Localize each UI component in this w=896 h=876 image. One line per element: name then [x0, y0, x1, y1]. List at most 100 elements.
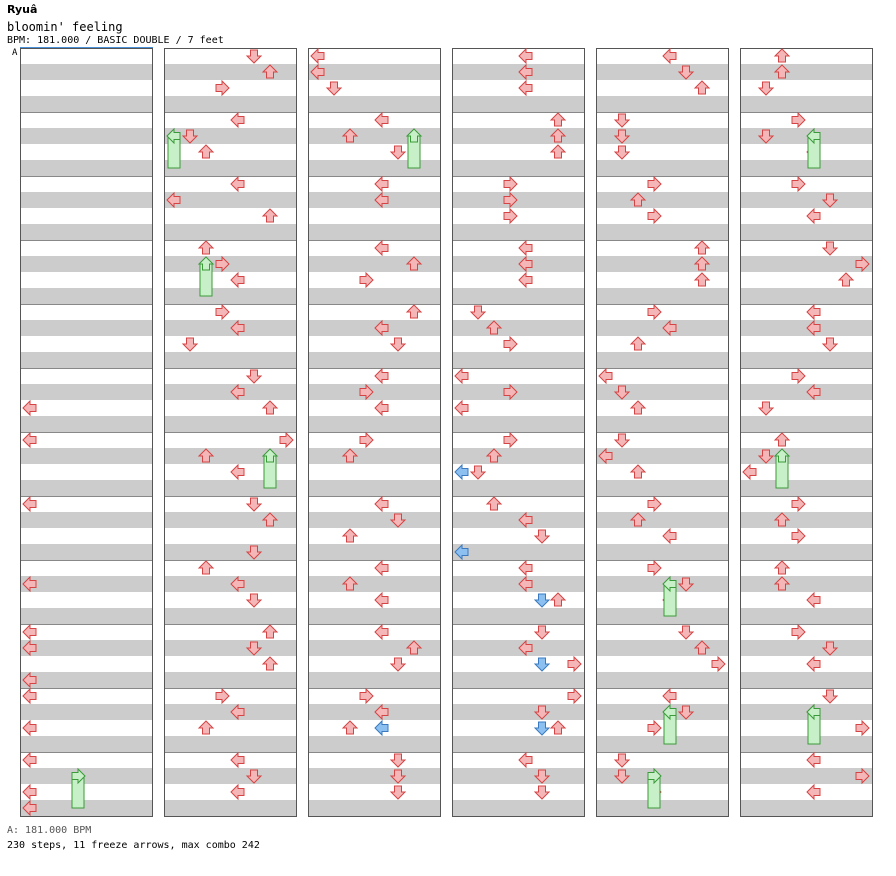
note-arrow [230, 463, 245, 481]
freeze-arrow-head [405, 128, 423, 143]
beat-stripe [596, 224, 728, 240]
note-arrow [677, 65, 695, 80]
beat-stripe [20, 224, 152, 240]
note-arrow [341, 720, 359, 735]
song-title: bloomin' feeling [7, 20, 123, 34]
note-arrow [518, 239, 533, 257]
beat-stripe [452, 512, 584, 528]
note-arrow [549, 128, 567, 143]
note-arrow [341, 128, 359, 143]
beat-stripe [164, 640, 296, 656]
beat-stripe [164, 672, 296, 688]
chart-column-border [740, 48, 873, 817]
note-arrow [757, 129, 775, 144]
note-arrow [518, 271, 533, 289]
note-arrow [215, 255, 230, 273]
beat-stripe [164, 128, 296, 144]
beat-stripe [308, 256, 440, 272]
note-arrow [757, 81, 775, 96]
note-arrow [791, 495, 806, 513]
beat-stripe [596, 640, 728, 656]
beat-stripe [164, 320, 296, 336]
note-arrow [310, 63, 325, 81]
beat-stripe [20, 288, 152, 304]
note-arrow [261, 512, 279, 527]
note-arrow [711, 655, 726, 673]
note-arrow [629, 512, 647, 527]
beat-stripe [308, 800, 440, 816]
beat-stripe [20, 768, 152, 784]
footer-stats: 230 steps, 11 freeze arrows, max combo 2… [7, 840, 260, 851]
beat-stripe [596, 576, 728, 592]
note-arrow [374, 191, 389, 209]
beat-stripe [740, 768, 872, 784]
beat-stripe [452, 576, 584, 592]
note-arrow [613, 385, 631, 400]
beat-stripe [740, 352, 872, 368]
note-arrow [359, 271, 374, 289]
note-arrow [230, 703, 245, 721]
beat-stripe [596, 768, 728, 784]
note-arrow [806, 655, 821, 673]
beat-stripe [596, 352, 728, 368]
beat-stripe [20, 672, 152, 688]
note-arrow [197, 560, 215, 575]
note-arrow [374, 399, 389, 417]
beat-stripe [452, 416, 584, 432]
note-arrow [197, 448, 215, 463]
note-arrow [806, 207, 821, 225]
note-arrow [647, 207, 662, 225]
note-arrow [503, 431, 518, 449]
note-arrow [22, 431, 37, 449]
beat-stripe [20, 736, 152, 752]
note-arrow [806, 303, 821, 321]
beat-stripe [308, 480, 440, 496]
note-arrow [518, 575, 533, 593]
chart-column-border [452, 48, 585, 817]
note-arrow [230, 271, 245, 289]
note-arrow [567, 655, 582, 673]
note-arrow [325, 81, 343, 96]
beat-stripe [308, 512, 440, 528]
note-arrow [613, 769, 631, 784]
note-arrow-blue [454, 543, 469, 561]
note-arrow [359, 431, 374, 449]
note-arrow [518, 79, 533, 97]
note-arrow-blue [533, 657, 551, 672]
note-arrow [485, 496, 503, 511]
note-arrow [405, 304, 423, 319]
beat-stripe [308, 448, 440, 464]
beat-stripe [740, 416, 872, 432]
note-arrow [503, 383, 518, 401]
beat-stripe [596, 704, 728, 720]
beat-stripe [308, 352, 440, 368]
beat-stripe [452, 64, 584, 80]
note-arrow [261, 656, 279, 671]
beat-stripe [164, 736, 296, 752]
beat-stripe [740, 128, 872, 144]
note-arrow [22, 639, 37, 657]
note-arrow [518, 511, 533, 529]
note-arrow [773, 432, 791, 447]
note-arrow [567, 687, 582, 705]
note-arrow [613, 433, 631, 448]
beat-stripe [20, 544, 152, 560]
note-arrow [806, 383, 821, 401]
beat-stripe [740, 288, 872, 304]
beat-stripe [452, 800, 584, 816]
beat-stripe [20, 448, 152, 464]
beat-stripe [308, 672, 440, 688]
note-arrow [22, 399, 37, 417]
beat-stripe [596, 480, 728, 496]
freeze-arrow-head [773, 448, 791, 463]
note-arrow [503, 191, 518, 209]
freeze-arrow-head [261, 448, 279, 463]
beat-stripe [308, 320, 440, 336]
beat-stripe [596, 448, 728, 464]
beat-stripe [20, 128, 152, 144]
note-arrow [389, 753, 407, 768]
freeze-arrow-head [662, 703, 677, 721]
note-arrow [22, 799, 37, 817]
note-arrow [22, 495, 37, 513]
beat-stripe [308, 608, 440, 624]
